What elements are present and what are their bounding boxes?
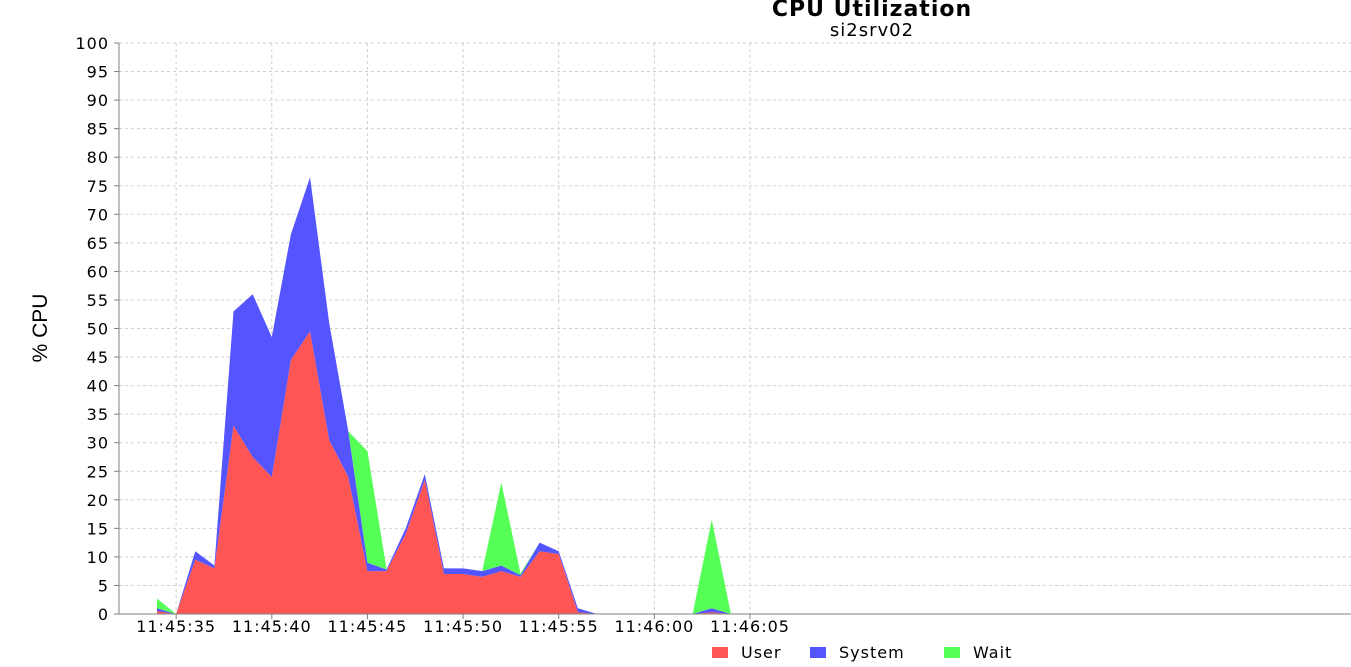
y-tick-label: 65 <box>87 234 109 253</box>
legend-label: System <box>839 643 905 662</box>
x-tick-label: 11:45:55 <box>519 617 599 636</box>
y-tick-label: 10 <box>87 548 109 567</box>
legend-label: Wait <box>973 643 1012 662</box>
axes: 0 5 10 15 20 25 30 35 40 45 50 55 60 65 70 75 80 85 90 95 10… <box>75 34 1351 636</box>
y-tick-label: 15 <box>87 519 109 538</box>
y-tick-label: 95 <box>87 63 109 82</box>
series-area-user <box>157 331 731 614</box>
series-area-system <box>157 177 731 614</box>
x-tick-label: 11:45:45 <box>328 617 408 636</box>
legend-item-system: System <box>810 643 905 662</box>
y-tick-label: 30 <box>87 434 109 453</box>
y-tick-label: 85 <box>87 120 109 139</box>
y-tick-label: 60 <box>87 262 109 281</box>
y-tick-label: 5 <box>98 576 109 595</box>
legend-swatch <box>944 647 960 658</box>
x-tick-label: 11:45:35 <box>136 617 216 636</box>
legend-item-user: User <box>712 643 781 662</box>
y-tick-label: 0 <box>98 605 109 624</box>
chart-title: CPU Utilization <box>772 0 972 22</box>
y-tick-label: 90 <box>87 91 109 110</box>
y-tick-label: 45 <box>87 348 109 367</box>
y-tick-label: 20 <box>87 491 109 510</box>
x-tick-label: 11:46:00 <box>614 617 694 636</box>
y-tick-label: 55 <box>87 291 109 310</box>
x-tick-label: 11:46:05 <box>710 617 790 636</box>
y-tick-label: 50 <box>87 320 109 339</box>
y-tick-label: 35 <box>87 405 109 424</box>
y-tick-label: 80 <box>87 148 109 167</box>
y-tick-label: 25 <box>87 462 109 481</box>
legend: User System Wait <box>712 643 1012 662</box>
plot-areas <box>157 177 731 614</box>
x-tick-label: 11:45:50 <box>423 617 503 636</box>
legend-swatch <box>712 647 728 658</box>
y-tick-label: 100 <box>75 34 109 53</box>
y-axis-label: % CPU <box>29 294 52 363</box>
y-tick-label: 75 <box>87 177 109 196</box>
y-tick-label: 70 <box>87 205 109 224</box>
legend-label: User <box>741 643 781 662</box>
legend-item-wait: Wait <box>944 643 1012 662</box>
y-tick-label: 40 <box>87 377 109 396</box>
x-tick-label: 11:45:40 <box>232 617 312 636</box>
chart-subtitle: si2srv02 <box>830 20 914 41</box>
legend-swatch <box>810 647 826 658</box>
